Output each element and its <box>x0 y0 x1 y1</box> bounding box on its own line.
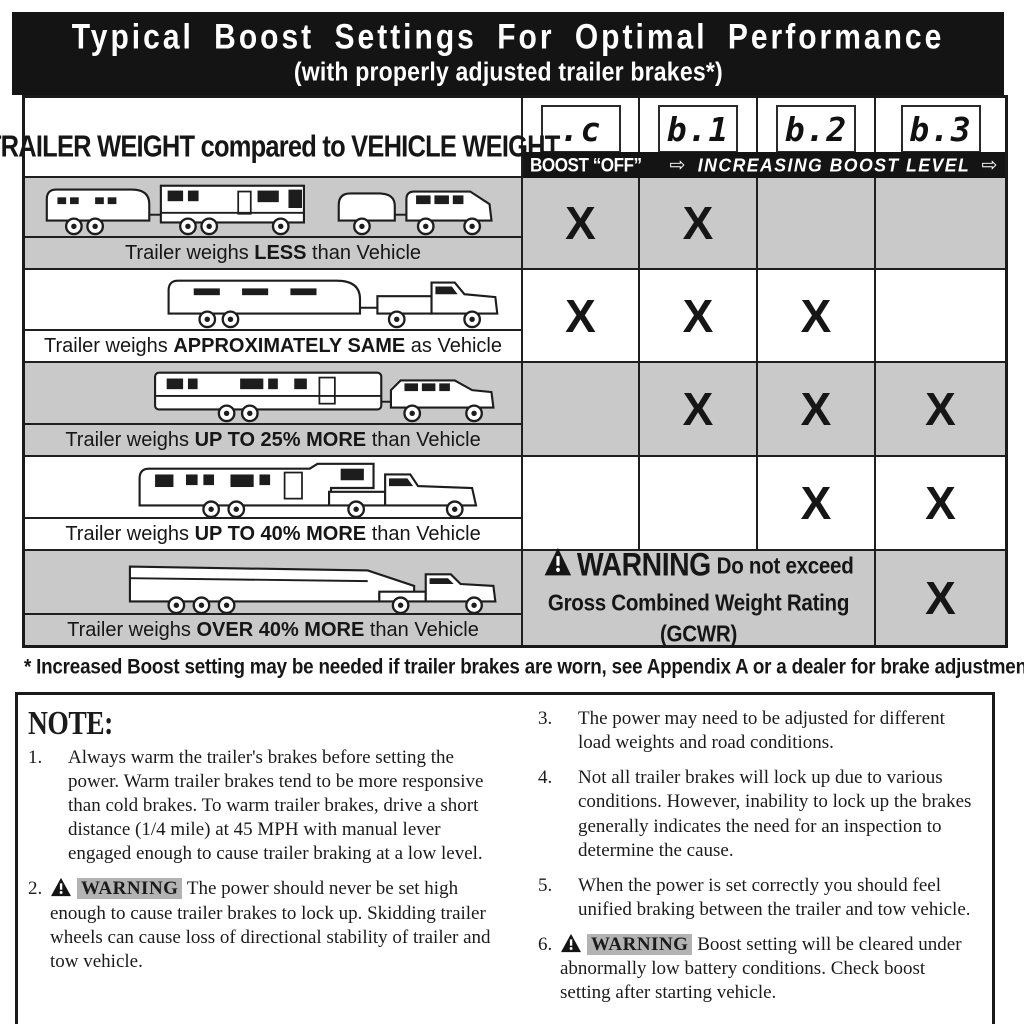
boost-compat-cell <box>523 457 640 551</box>
note-number: 6. <box>538 934 553 955</box>
title-banner: Typical Boost Settings For Optimal Perfo… <box>12 12 1004 95</box>
fifth-wheel-pickup-icon <box>138 462 478 517</box>
note-text: Always warm the trailer's brakes before … <box>68 746 484 865</box>
boost-compat-cell: X <box>758 270 876 363</box>
row-caption: Trailer weighs APPROXIMATELY SAME as Veh… <box>25 329 521 361</box>
boost-compat-cell: X <box>876 551 1005 645</box>
note-heading: NOTE: <box>28 705 113 743</box>
column-header-boost-1: b.1 <box>640 98 758 178</box>
right-arrow-icon: ⇨ <box>669 154 686 176</box>
column-header-boost-off: .c <box>523 98 640 178</box>
notes-box: NOTE: 1. Always warm the trailer's brake… <box>15 692 995 1024</box>
row-trailer-25-more: Trailer weighs UP TO 25% MORE than Vehic… <box>25 363 523 457</box>
note-item-5: 5. When the power is set correctly you s… <box>538 874 980 922</box>
horse-trailer-pickup-icon <box>167 279 499 329</box>
note-item-3: 3. The power may need to be adjusted for… <box>538 707 980 755</box>
boost-compat-cell <box>876 270 1005 363</box>
row-trailer-over-40-more: Trailer weighs OVER 40% MORE than Vehicl… <box>25 551 523 645</box>
note-text: WARNING The power should never be set hi… <box>50 878 491 972</box>
note-item-6: 6. WARNING Boost setting will be cleared… <box>538 933 980 1005</box>
row-caption: Trailer weighs UP TO 25% MORE than Vehic… <box>25 423 521 455</box>
brake-footnote: * Increased Boost setting may be needed … <box>23 655 1024 679</box>
column-header-boost-3: b.3 <box>876 98 1005 178</box>
row-trailer-same: Trailer weighs APPROXIMATELY SAME as Veh… <box>25 270 523 363</box>
led-display-b2: b.2 <box>776 105 856 153</box>
boost-compat-cell: X <box>640 270 758 363</box>
note-text: WARNING Boost setting will be cleared un… <box>560 933 962 1004</box>
note-number: 1. <box>28 746 43 768</box>
boost-compat-cell: X <box>640 178 758 270</box>
boost-off-label: BOOST “OFF” <box>530 153 642 176</box>
page-title: Typical Boost Settings For Optimal Perfo… <box>71 17 945 57</box>
note-item-4: 4. Not all trailer brakes will lock up d… <box>538 766 980 863</box>
boost-compat-cell: X <box>523 270 640 363</box>
vehicle-illustration-25-more <box>25 363 521 423</box>
vehicle-illustration-40-more <box>25 457 521 517</box>
travel-trailer-suv-icon <box>154 371 495 423</box>
gcwr-warning-cell: WARNING Do not exceed Gross Combined Weig… <box>523 547 876 648</box>
boost-compat-cell: X <box>523 178 640 270</box>
vehicle-illustration-over-40-more <box>25 551 521 613</box>
notes-left-column: NOTE: 1. Always warm the trailer's brake… <box>28 701 506 1016</box>
row-trailer-40-more: Trailer weighs UP TO 40% MORE than Vehic… <box>25 457 523 551</box>
gcwr-warning-label: WARNING <box>576 547 711 584</box>
led-display-b1: b.1 <box>658 105 738 153</box>
note-number: 5. <box>538 874 553 896</box>
trailer-weight-header-label: TRAILER WEIGHT compared to VEHICLE WEIGH… <box>0 128 561 164</box>
boost-level-bar: BOOST “OFF” ⇨ INCREASING BOOST LEVEL ⇨ <box>523 152 1005 178</box>
boost-compat-cell <box>758 178 876 270</box>
note-number: 4. <box>538 767 553 789</box>
note-number: 3. <box>538 708 553 729</box>
notes-right-column: 3. The power may need to be adjusted for… <box>524 701 980 1016</box>
led-display-c: .c <box>540 105 621 153</box>
increasing-boost-label: INCREASING BOOST LEVEL <box>698 153 971 175</box>
note-text: When the power is set correctly you shou… <box>578 874 971 920</box>
row-caption: Trailer weighs UP TO 40% MORE than Vehic… <box>25 517 521 549</box>
row-caption: Trailer weighs LESS than Vehicle <box>25 236 521 268</box>
boost-compat-cell: X <box>876 457 1005 551</box>
column-header-trailer-weight: TRAILER WEIGHT compared to VEHICLE WEIGH… <box>0 98 561 178</box>
boost-settings-table: TRAILER WEIGHT compared to VEHICLE WEIGH… <box>0 95 1008 648</box>
boost-compat-cell <box>523 363 640 457</box>
gooseneck-trailer-pickup-icon <box>128 565 497 613</box>
page-subtitle: (with properly adjusted trailer brakes*) <box>293 57 723 87</box>
rv-and-van-towing-icon <box>45 184 493 236</box>
right-arrow-icon: ⇨ <box>981 154 998 176</box>
boost-compat-cell: X <box>876 363 1005 457</box>
note-text: Not all trailer brakes will lock up due … <box>578 767 972 861</box>
row-trailer-less: Trailer weighs LESS than Vehicle <box>25 178 523 270</box>
note-number: 2. <box>28 878 43 900</box>
boost-compat-cell: X <box>758 363 876 457</box>
boost-compat-cell <box>640 457 758 551</box>
boost-compat-cell: X <box>640 363 758 457</box>
note-warning-label: WARNING <box>77 878 183 900</box>
column-header-boost-2: b.2 <box>758 98 876 178</box>
boost-compat-cell: X <box>758 457 876 551</box>
warning-icon <box>561 933 581 953</box>
gcwr-warning-text: Do not exceed Gross Combined Weight Rati… <box>547 553 854 648</box>
warning-icon <box>51 878 71 897</box>
led-display-b3: b.3 <box>900 105 981 153</box>
boost-compat-cell <box>876 178 1005 270</box>
vehicle-illustration-less <box>25 178 521 236</box>
warning-icon <box>544 547 572 576</box>
note-text: The power may need to be adjusted for di… <box>578 708 945 754</box>
note-warning-label: WARNING <box>587 934 693 955</box>
note-item-2: 2. WARNING The power should never be set… <box>28 877 506 974</box>
note-item-1: 1. Always warm the trailer's brakes befo… <box>28 746 506 867</box>
vehicle-illustration-same <box>25 270 521 329</box>
row-caption: Trailer weighs OVER 40% MORE than Vehicl… <box>25 613 521 645</box>
